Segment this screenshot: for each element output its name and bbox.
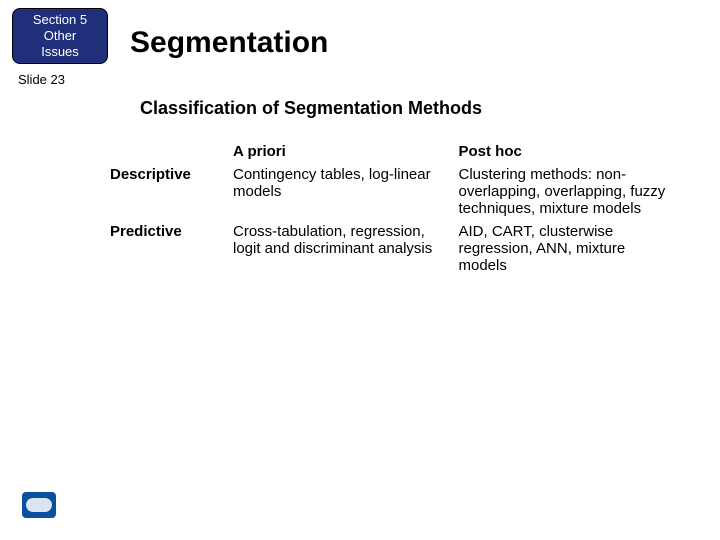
page-title: Segmentation xyxy=(130,26,328,60)
cell-predictive-posthoc: AID, CART, clusterwise regression, ANN, … xyxy=(459,220,685,277)
cell-descriptive-posthoc: Clustering methods: non-overlapping, ove… xyxy=(459,163,685,220)
slide: Section 5 Other Issues Slide 23 Segmenta… xyxy=(0,0,720,540)
section-badge: Section 5 Other Issues xyxy=(12,8,108,64)
table-row: Descriptive Contingency tables, log-line… xyxy=(110,163,684,220)
row-label-descriptive: Descriptive xyxy=(110,163,233,220)
section-badge-line3: Issues xyxy=(41,44,79,60)
table-row: Predictive Cross-tabulation, regression,… xyxy=(110,220,684,277)
row-label-predictive: Predictive xyxy=(110,220,233,277)
segmentation-table: A priori Post hoc Descriptive Contingenc… xyxy=(110,140,684,277)
cell-predictive-apriori: Cross-tabulation, regression, logit and … xyxy=(233,220,459,277)
section-badge-line2: Other xyxy=(44,28,77,44)
cell-descriptive-apriori: Contingency tables, log-linear models xyxy=(233,163,459,220)
table-header-blank xyxy=(110,140,233,163)
table-header-posthoc: Post hoc xyxy=(459,140,685,163)
section-badge-line1: Section 5 xyxy=(33,12,87,28)
table-header-row: A priori Post hoc xyxy=(110,140,684,163)
table-header-apriori: A priori xyxy=(233,140,459,163)
slide-number: Slide 23 xyxy=(18,72,65,87)
hp-logo-icon xyxy=(22,492,56,518)
subtitle: Classification of Segmentation Methods xyxy=(140,98,482,119)
